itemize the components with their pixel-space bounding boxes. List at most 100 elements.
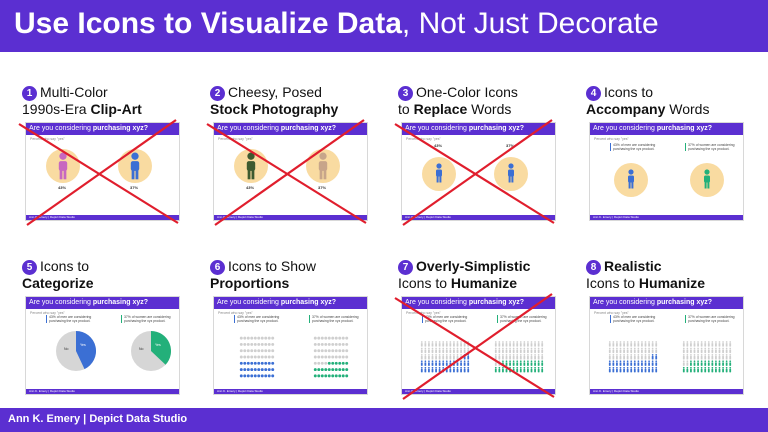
proportion-dot — [341, 342, 345, 346]
slide-footer-text: Ann K. Emery | Depict Data Studio — [29, 215, 75, 219]
proportion-dot — [331, 368, 335, 372]
proportion-dot — [313, 374, 317, 378]
example-card-3: 3 One-Color Icons to Replace Words Are you … — [384, 84, 556, 234]
slide-subtitle: Percent who say "yes" — [30, 137, 65, 141]
women-icon — [508, 163, 514, 183]
proportion-dot — [260, 374, 264, 378]
proportion-dot — [246, 368, 250, 372]
proportion-dot — [243, 355, 247, 359]
women-statement: 37% of women are considering purchasing … — [309, 315, 367, 323]
men-icon — [436, 163, 442, 183]
slide-thumbnail: Are you considering purchasing xyz? Perce… — [589, 122, 744, 221]
slide-question-bold: purchasing xyz? — [280, 299, 337, 306]
slide-subtitle: Percent who say "yes" — [30, 311, 65, 315]
example-caption: 6 Icons to Show Proportions — [210, 258, 370, 292]
caption-line2-bold: Categorize — [22, 275, 94, 291]
proportion-dot — [320, 355, 324, 359]
proportion-dot — [239, 342, 243, 346]
proportion-dot — [267, 336, 271, 340]
proportion-dot — [334, 361, 338, 365]
proportion-dot — [271, 355, 275, 359]
proportion-dot — [239, 368, 243, 372]
proportion-dot — [338, 336, 342, 340]
proportion-dot — [253, 336, 257, 340]
proportion-dot — [324, 368, 328, 372]
slide-header: Are you considering purchasing xyz? — [26, 123, 179, 135]
men-grid — [420, 341, 470, 373]
caption-line1: Multi-Color — [40, 84, 108, 100]
slide-question: Are you considering — [593, 125, 657, 132]
pie-no-label: No — [139, 347, 144, 351]
proportion-dot — [341, 355, 345, 359]
proportion-dot — [253, 374, 257, 378]
caption-line2-bold: Humanize — [450, 275, 518, 291]
slide-footer: Ann K. Emery | Depict Data Studio — [26, 389, 179, 394]
slide-footer-text: Ann K. Emery | Depict Data Studio — [593, 215, 639, 219]
slide-footer: Ann K. Emery | Depict Data Studio — [26, 215, 179, 220]
slide-question: Are you considering — [405, 125, 469, 132]
slide-header: Are you considering purchasing xyz? — [590, 123, 743, 135]
proportion-dot — [324, 355, 328, 359]
proportion-dot — [327, 368, 331, 372]
proportion-dot — [338, 361, 342, 365]
slide-footer-text: Ann K. Emery | Depict Data Studio — [217, 389, 263, 393]
slide-question: Are you considering — [593, 299, 657, 306]
proportion-dot — [341, 368, 345, 372]
proportion-dot — [246, 349, 250, 353]
proportion-dot — [331, 349, 335, 353]
proportion-dot — [264, 336, 268, 340]
proportion-dot — [313, 355, 317, 359]
proportion-dot — [271, 361, 275, 365]
proportion-dot — [271, 374, 275, 378]
proportion-dot — [267, 355, 271, 359]
proportion-dot — [324, 349, 328, 353]
proportion-dot — [260, 361, 264, 365]
caption-line2: 1990s-Era — [22, 101, 91, 117]
percent-label: 43% — [58, 185, 67, 190]
number-badge: 3 — [398, 86, 413, 101]
proportion-dot — [243, 336, 247, 340]
proportion-dot — [253, 355, 257, 359]
proportion-dot — [313, 361, 317, 365]
example-caption: 7 Overly-Simplistic Icons to Humanize — [398, 258, 558, 292]
caption-line1: Icons to — [604, 84, 654, 100]
proportion-dot — [320, 342, 324, 346]
proportion-dot — [253, 342, 257, 346]
proportion-dot — [239, 361, 243, 365]
proportion-dot — [324, 336, 328, 340]
slide-question-bold: purchasing xyz? — [656, 125, 713, 132]
slide-thumbnail: Are you considering purchasing xyz? Perce… — [401, 122, 556, 221]
men-statement: 43% of men are considering purchasing th… — [234, 315, 292, 323]
proportion-dot — [264, 368, 268, 372]
slide-question-bold: purchasing xyz? — [92, 125, 149, 132]
caption-line1-bold: Overly-Simplistic — [416, 258, 531, 274]
proportion-dot — [345, 349, 349, 353]
slide-subtitle: Percent who say "yes" — [218, 137, 253, 141]
page-title: Use Icons to Visualize Data, Not Just De… — [14, 7, 659, 40]
proportion-dot — [320, 374, 324, 378]
example-caption: 4 Icons to Accompany Words — [586, 84, 746, 118]
title-bar: Use Icons to Visualize Data, Not Just De… — [0, 0, 768, 52]
proportion-dot — [243, 368, 247, 372]
women-grid — [682, 341, 732, 373]
proportion-dot — [257, 336, 261, 340]
men-statement: 43% of men are considering purchasing th… — [610, 143, 668, 151]
proportion-dot — [345, 374, 349, 378]
proportion-dot — [320, 336, 324, 340]
proportion-dot — [246, 374, 250, 378]
women-statement: 37% of women are considering purchasing … — [685, 143, 743, 151]
slide-question: Are you considering — [29, 125, 93, 132]
proportion-dot — [317, 342, 321, 346]
proportion-dot — [250, 349, 254, 353]
percent-label: 43% — [434, 143, 443, 148]
slide-question: Are you considering — [29, 299, 93, 306]
proportion-dot — [338, 368, 342, 372]
slide-footer: Ann K. Emery | Depict Data Studio — [402, 215, 555, 220]
slide-question: Are you considering — [217, 299, 281, 306]
proportion-dot — [267, 342, 271, 346]
number-badge: 2 — [210, 86, 225, 101]
proportion-dot — [271, 336, 275, 340]
slide-subtitle: Percent who say "yes" — [594, 311, 629, 315]
proportion-dot — [264, 355, 268, 359]
slide-question: Are you considering — [405, 299, 469, 306]
